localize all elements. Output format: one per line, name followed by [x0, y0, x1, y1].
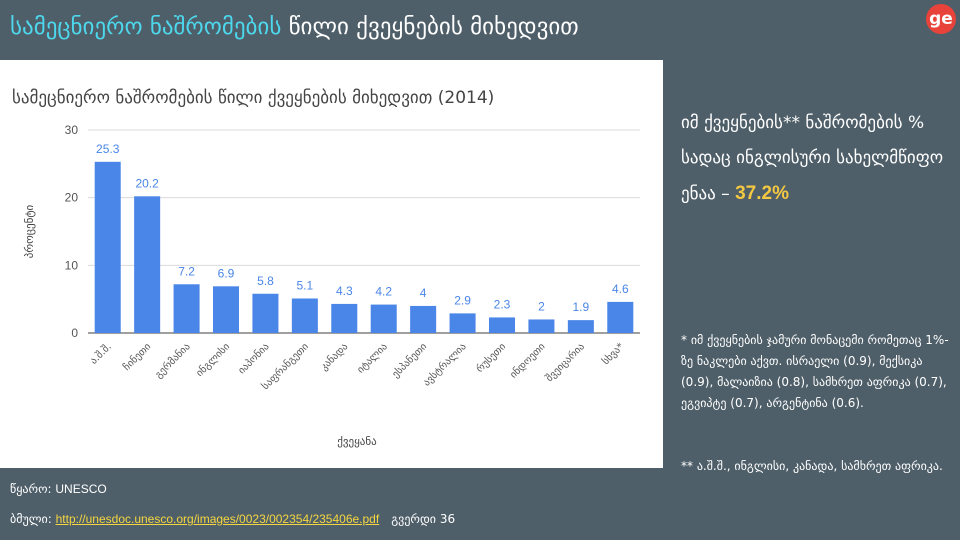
category-label: რუსეთი	[474, 341, 508, 375]
category-label: შვეიცარია	[543, 341, 587, 385]
category-label: ინგლისი	[194, 341, 232, 379]
stat-callout: იმ ქვეყნების** ნაშრომების % სადაც ინგლის…	[681, 106, 951, 212]
bar-chart: სამეცნიერო ნაშრომების წილი ქვეყნების მიხ…	[12, 88, 640, 448]
bar	[410, 305, 437, 333]
bar	[94, 161, 121, 333]
data-label: 7.2	[178, 264, 195, 278]
bar	[212, 286, 240, 333]
category-label: იტალია	[355, 341, 389, 375]
bar	[528, 319, 555, 333]
data-label: 2	[538, 299, 545, 313]
bar	[567, 320, 594, 333]
source-line: წყარო: UNESCO	[10, 482, 107, 496]
source-link[interactable]: http://unesdoc.unesco.org/images/0023/00…	[55, 512, 380, 526]
stat-value: 37.2%	[735, 183, 789, 204]
bar	[370, 304, 397, 333]
bar	[291, 298, 318, 333]
bar	[607, 301, 634, 333]
data-label: 20.2	[135, 176, 159, 190]
y-tick-label: 10	[65, 258, 79, 272]
data-label: 5.1	[297, 278, 314, 292]
category-label: გერმანია	[153, 341, 193, 381]
slide-title-rest: წილი ქვეყნების მიხედვით	[288, 14, 579, 40]
data-label: 6.9	[218, 266, 235, 280]
chart-bars: 25.3 ა.შ.შ. 20.2 ჩინეთი 7.2 გერმანია 6.9 ინგლის…	[88, 142, 634, 392]
chart-title: სამეცნიერო ნაშრომების წილი ქვეყნების მიხ…	[12, 88, 494, 108]
y-tick-label: 0	[71, 326, 78, 340]
y-tick-label: 20	[65, 191, 79, 205]
bar	[252, 293, 279, 333]
category-label: ა.შ.შ.	[88, 341, 114, 367]
logo-icon: ge	[926, 4, 956, 34]
footnote-1: * იმ ქვეყნების ჯამური მონაცემი რომეთაც 1…	[681, 333, 949, 410]
category-label: ესპანეთი	[390, 341, 430, 381]
data-label: 2.3	[494, 297, 511, 311]
category-label: სხვა*	[600, 341, 627, 368]
source-value: UNESCO	[55, 482, 107, 496]
bar	[449, 313, 476, 333]
stat-description: იმ ქვეყნების** ნაშრომების % სადაც ინგლის…	[681, 113, 944, 204]
data-label: 1.9	[573, 300, 590, 314]
y-axis-label: პროცენტი	[23, 204, 36, 258]
x-axis-label: ქვეყანა	[337, 435, 377, 448]
bar	[173, 284, 200, 333]
chart-panel: სამეცნიერო ნაშრომების წილი ქვეყნების მიხ…	[0, 60, 663, 468]
data-label: 2.9	[454, 293, 471, 307]
link-label: ბმული:	[10, 512, 52, 526]
data-label: 4.6	[612, 282, 629, 296]
data-label: 25.3	[96, 142, 120, 156]
data-label: 4	[420, 286, 427, 300]
data-label: 4.3	[336, 284, 353, 298]
category-label: კანადა	[318, 341, 350, 373]
link-line: ბმული: http://unesdoc.unesco.org/images/…	[10, 512, 455, 526]
category-label: ინდოეთი	[507, 341, 547, 381]
category-label: იაპონია	[236, 341, 272, 377]
bar	[488, 317, 516, 333]
source-label: წყარო:	[10, 482, 52, 496]
page-label: გვერდი 36	[391, 512, 456, 526]
slide-title-accent: სამეცნიერო ნაშრომების	[10, 14, 282, 40]
data-label: 5.8	[257, 274, 274, 288]
slide-title: სამეცნიერო ნაშრომების წილი ქვეყნების მიხ…	[10, 14, 579, 40]
bar	[134, 196, 161, 333]
category-label: ჩინეთი	[121, 341, 153, 373]
bar	[331, 303, 358, 333]
data-label: 4.2	[375, 285, 392, 299]
footnote-2: ** ა.შ.შ., ინგლისი, კანადა, სამხრეთ აფრი…	[681, 459, 943, 473]
y-tick-label: 30	[65, 123, 79, 137]
